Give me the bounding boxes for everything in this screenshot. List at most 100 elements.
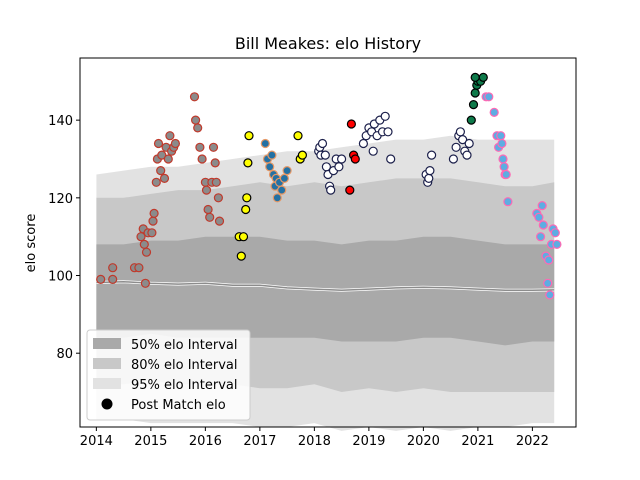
data-point <box>267 150 277 160</box>
x-tick-label: 2015 <box>134 434 167 449</box>
data-point <box>484 92 494 102</box>
data-point <box>537 201 547 211</box>
data-point <box>470 72 480 83</box>
data-point <box>489 107 499 118</box>
data-point <box>386 154 396 164</box>
data-point <box>243 158 253 168</box>
legend-label: 95% elo Interval <box>131 378 238 393</box>
data-point <box>241 204 251 215</box>
legend-box <box>86 329 251 421</box>
data-point <box>272 193 282 203</box>
data-point <box>380 111 390 121</box>
data-point <box>320 150 330 160</box>
x-tick-label: 2014 <box>80 434 113 449</box>
data-point <box>545 290 555 300</box>
data-point <box>153 138 164 149</box>
data-point <box>282 166 292 176</box>
data-point <box>197 154 207 164</box>
data-point <box>203 204 213 215</box>
data-point <box>350 154 360 164</box>
legend-swatch <box>93 358 121 369</box>
y-tick-label: 120 <box>48 192 73 207</box>
data-point <box>193 123 203 133</box>
legend-label: 50% elo Interval <box>131 338 238 353</box>
x-tick-label: 2019 <box>352 434 385 449</box>
data-point <box>279 173 289 183</box>
data-point <box>148 216 158 226</box>
data-point <box>550 228 560 238</box>
data-point <box>260 138 270 149</box>
data-point <box>151 177 161 187</box>
data-point <box>462 150 472 160</box>
data-point <box>535 232 546 242</box>
data-point <box>149 208 159 218</box>
data-point <box>96 274 106 284</box>
x-axis: 2014 2015 2016 2017 2018 2019 2020 2021 2022 <box>80 427 549 449</box>
x-tick-label: 2017 <box>243 434 276 449</box>
data-points <box>96 72 562 300</box>
y-axis: 80 100 120 140 <box>48 114 80 362</box>
data-point <box>552 239 562 249</box>
x-tick-label: 2016 <box>189 434 222 449</box>
x-tick-label: 2021 <box>461 434 494 449</box>
x-tick-label: 2018 <box>298 434 331 449</box>
y-tick-label: 100 <box>48 270 73 285</box>
data-point <box>108 274 118 284</box>
data-point <box>478 72 488 83</box>
data-point <box>427 150 437 160</box>
data-point <box>170 138 180 149</box>
data-point <box>265 162 275 172</box>
y-tick-label: 80 <box>56 347 73 362</box>
data-point <box>464 138 474 149</box>
data-point <box>317 138 328 149</box>
y-tick-label: 140 <box>48 114 73 129</box>
legend-label: Post Match elo <box>131 398 226 413</box>
legend-label: 80% elo Interval <box>131 358 238 373</box>
data-point <box>211 177 221 187</box>
x-tick-label: 2022 <box>516 434 549 449</box>
data-point <box>156 166 166 176</box>
legend-swatch <box>93 338 121 349</box>
data-point <box>297 150 307 160</box>
data-point <box>141 247 152 257</box>
data-point <box>147 228 157 238</box>
data-point <box>244 131 254 141</box>
data-point <box>210 158 220 168</box>
data-point <box>383 127 393 137</box>
data-point <box>451 142 461 152</box>
data-point <box>108 263 118 273</box>
data-point <box>139 239 149 249</box>
data-point <box>470 88 480 98</box>
data-point <box>277 185 287 195</box>
legend: 50% elo Interval 80% elo Interval 95% elo … <box>86 329 251 421</box>
data-point <box>497 138 507 149</box>
data-point <box>425 166 435 176</box>
data-point <box>368 146 378 156</box>
data-point <box>214 216 225 226</box>
data-point <box>165 131 175 141</box>
data-point <box>503 197 513 207</box>
data-point <box>468 99 479 110</box>
data-point <box>189 92 200 102</box>
median-line <box>96 280 555 292</box>
data-point <box>455 127 465 137</box>
data-point <box>496 131 506 141</box>
data-point <box>499 162 509 172</box>
x-tick-label: 2020 <box>407 434 440 449</box>
data-point <box>538 220 548 230</box>
data-point <box>195 142 205 152</box>
data-point <box>201 185 212 195</box>
data-point <box>534 212 544 222</box>
data-point <box>458 135 468 145</box>
data-point <box>236 251 246 261</box>
data-point <box>337 154 347 164</box>
chart-title: Bill Meakes: elo History <box>235 34 421 53</box>
data-point <box>238 232 249 242</box>
data-point <box>163 154 173 164</box>
data-point <box>140 278 150 288</box>
data-point <box>213 193 223 203</box>
legend-swatch <box>93 378 121 389</box>
y-axis-label: elo score <box>24 214 39 273</box>
data-point <box>448 154 458 164</box>
